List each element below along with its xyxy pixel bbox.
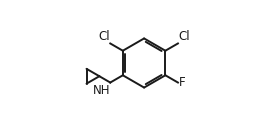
Text: Cl: Cl xyxy=(178,30,190,43)
Text: F: F xyxy=(178,76,185,89)
Text: Cl: Cl xyxy=(98,30,110,43)
Text: NH: NH xyxy=(92,84,110,97)
